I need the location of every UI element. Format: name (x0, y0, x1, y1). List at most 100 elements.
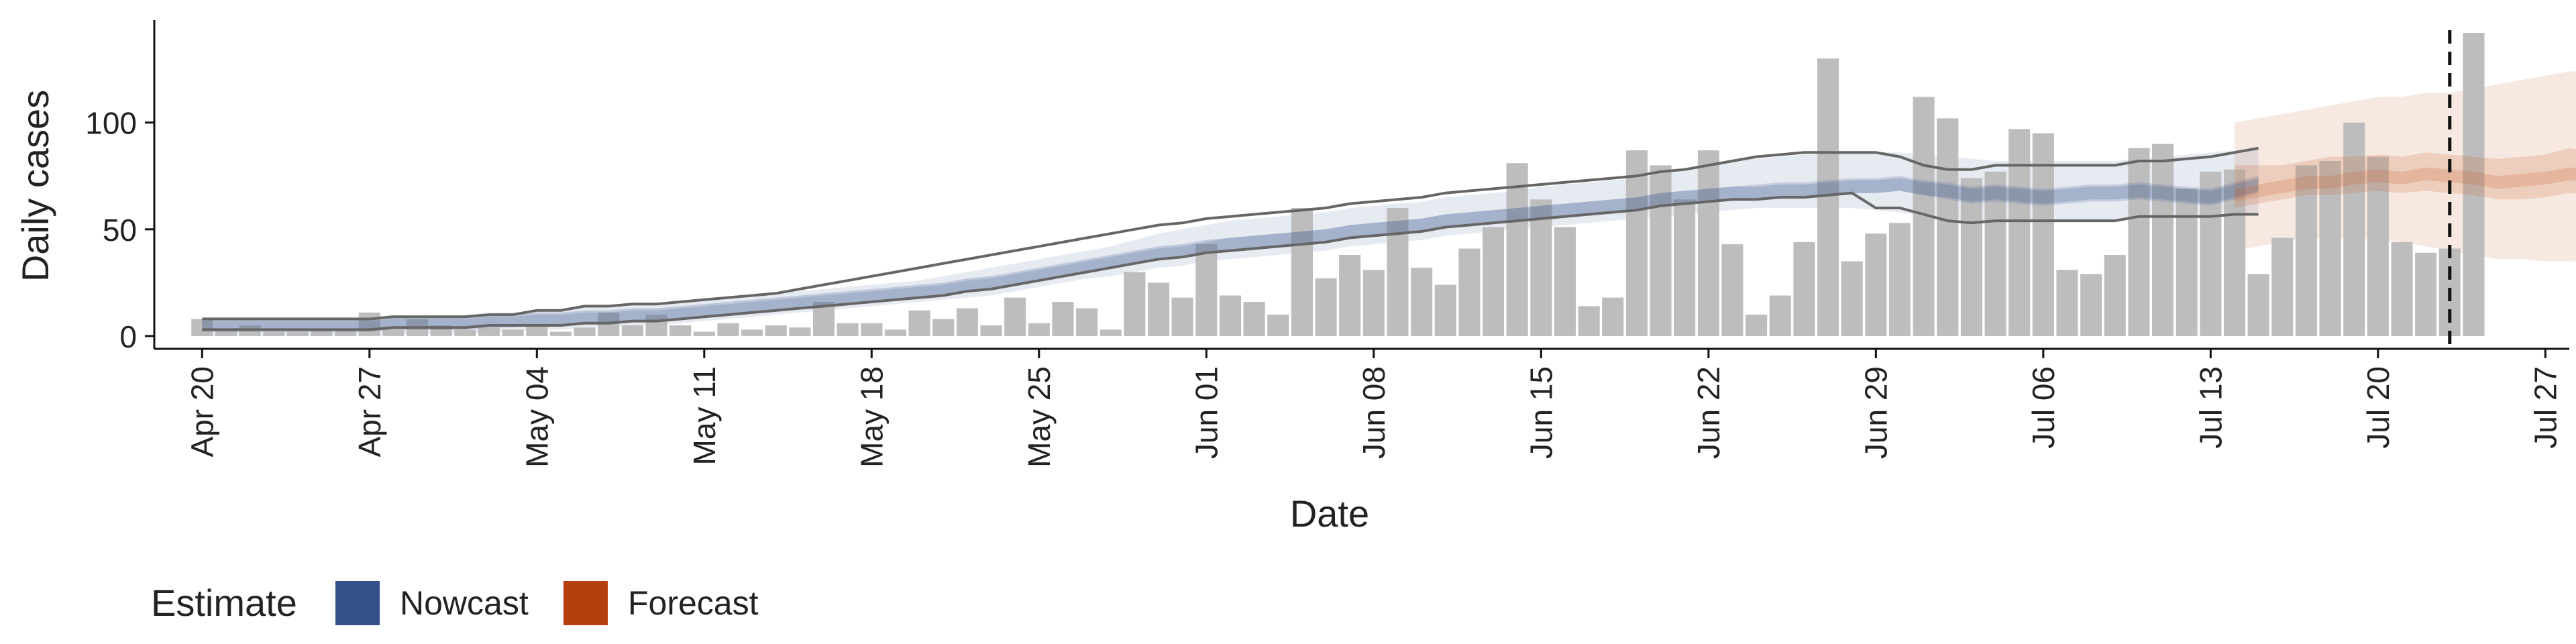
case-bar (884, 329, 906, 336)
case-bar (263, 331, 285, 336)
x-tick-label: Jun 01 (1189, 366, 1224, 459)
case-bar (1817, 58, 1839, 336)
case-bar (1793, 241, 1815, 336)
case-bar (1362, 270, 1385, 336)
case-bar (1888, 223, 1911, 336)
case-bar (2319, 161, 2341, 336)
x-tick-label: Apr 20 (184, 366, 219, 458)
nowcast-lower-line (202, 191, 2259, 331)
x-tick-label: Jul 13 (2193, 366, 2228, 449)
case-bar (861, 323, 883, 336)
x-tick-label: Jun 15 (1523, 366, 1558, 459)
case-bar (645, 315, 667, 336)
case-bar (1291, 208, 1313, 336)
case-bar (1483, 227, 1505, 336)
case-bar (717, 323, 739, 336)
case-bar (1984, 171, 2006, 336)
case-bar (1076, 308, 1098, 336)
case-bar (382, 329, 405, 336)
case-bar (741, 329, 763, 336)
interval-lines (202, 146, 2259, 331)
case-bar (2032, 133, 2054, 336)
legend: Estimate Nowcast Forecast (151, 581, 759, 625)
case-bar (574, 327, 596, 336)
y-tick-label: 100 (85, 106, 137, 141)
y-axis-title: Daily cases (14, 90, 56, 282)
x-tick-label: Jun 29 (1858, 366, 1893, 459)
nowcast-outer-band (202, 148, 2259, 336)
case-bar (2128, 148, 2150, 336)
x-tick-label: Jun 08 (1356, 366, 1391, 459)
case-bar (2200, 171, 2222, 336)
case-bar (1458, 248, 1481, 336)
case-bar (2080, 274, 2102, 336)
case-bar (526, 325, 548, 336)
case-bar (1243, 302, 1265, 336)
x-tick-label: Jul 27 (2528, 366, 2563, 449)
case-bar (837, 323, 859, 336)
case-bar (2224, 169, 2246, 336)
case-bar (2056, 270, 2078, 336)
case-bar (549, 331, 572, 336)
case-bar (1960, 178, 1982, 336)
case-bar (1865, 233, 1887, 336)
case-bar (311, 329, 333, 336)
case-bar (1411, 268, 1433, 336)
x-tick-label: Jun 22 (1691, 366, 1726, 459)
inner-bands (202, 148, 2576, 330)
case-bar (1937, 118, 1959, 336)
case-bar (1195, 244, 1218, 336)
case-bar (478, 327, 500, 336)
case-bar (980, 325, 1002, 336)
case-bar (669, 325, 692, 336)
case-bar (2463, 33, 2485, 336)
case-bar (1506, 163, 1528, 336)
x-tick-label: Jul 20 (2361, 366, 2396, 449)
case-bar (2008, 129, 2031, 336)
x-tick-label: May 11 (687, 366, 722, 465)
case-bar (1697, 150, 1719, 336)
case-bar (1578, 306, 1600, 336)
case-bar (1769, 295, 1791, 336)
case-bar (191, 319, 213, 336)
legend-swatch (564, 581, 608, 625)
case-bar (1124, 272, 1146, 336)
y-tick-label: 50 (103, 213, 137, 248)
case-bar (2271, 237, 2294, 336)
case-bar (1602, 297, 1624, 336)
nowcast-upper-line (202, 146, 2259, 321)
legend-label: Nowcast (400, 584, 529, 622)
case-bar (956, 308, 978, 336)
case-bar (335, 329, 357, 336)
case-bar (1148, 282, 1170, 336)
x-tick-label: May 18 (854, 366, 889, 468)
case-bar (2367, 156, 2389, 336)
case-bar (1530, 199, 1552, 336)
case-bar (765, 325, 787, 336)
case-bar (1650, 165, 1672, 336)
y-tick-label: 0 (119, 319, 137, 354)
case-bar (932, 319, 955, 336)
case-bar (286, 331, 309, 336)
case-bar (2152, 144, 2174, 336)
case-bar (1746, 315, 1768, 336)
case-bar (1434, 284, 1456, 336)
case-bar (2176, 189, 2198, 336)
case-bar (1315, 278, 1337, 336)
case-bar (1099, 329, 1122, 336)
median-bands (202, 167, 2576, 332)
x-tick-label: Jul 06 (2026, 366, 2061, 449)
x-tick-label: May 04 (519, 366, 554, 468)
case-bar (2295, 165, 2317, 336)
bars (191, 33, 2485, 336)
case-bar (1674, 199, 1696, 336)
case-bar (1004, 297, 1026, 336)
case-bar (621, 325, 643, 336)
x-axis-title: Date (1290, 492, 1369, 535)
case-bar (1721, 244, 1743, 336)
case-bar (2104, 255, 2126, 336)
legend-swatch (335, 581, 380, 625)
case-bar (1387, 208, 1409, 336)
x-tick-label: May 25 (1022, 366, 1057, 468)
